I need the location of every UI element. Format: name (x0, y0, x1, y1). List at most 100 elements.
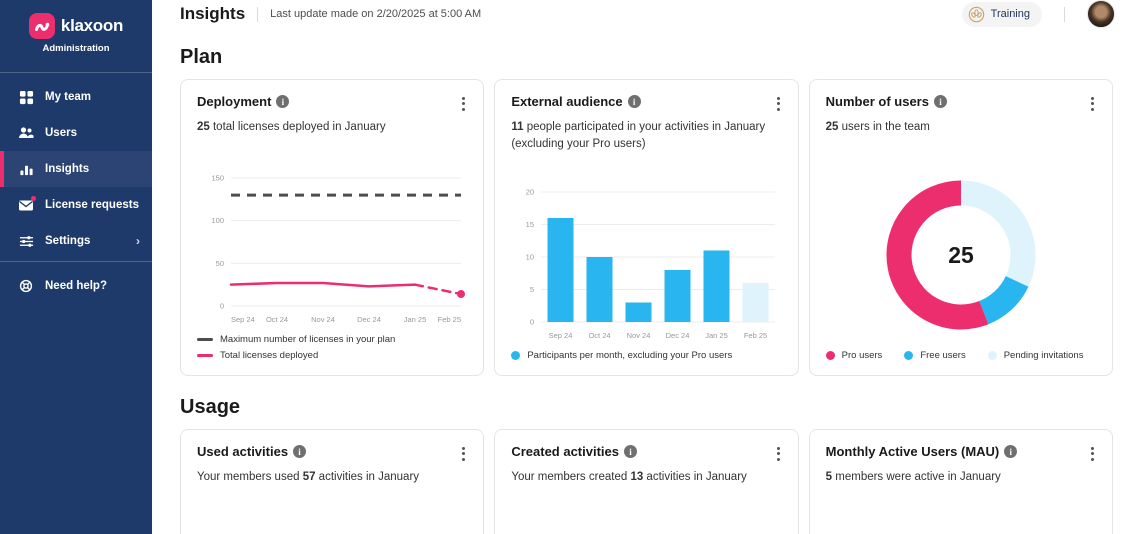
svg-text:5: 5 (530, 285, 534, 294)
sidebar-item-label: Insights (45, 163, 90, 175)
card-title: Used activities i (197, 444, 307, 459)
card-title: Deployment i (197, 94, 290, 109)
kebab-menu-button[interactable] (460, 94, 467, 113)
info-icon[interactable]: i (276, 95, 290, 108)
svg-text:0: 0 (530, 318, 534, 327)
svg-text:Dec 24: Dec 24 (357, 315, 381, 324)
users-legend: Pro users Free users Pending invitations (825, 350, 1096, 361)
training-badge[interactable]: Training (961, 1, 1042, 27)
created-activities-card: Created activities i Your members create… (494, 429, 799, 534)
kebab-menu-button[interactable] (1089, 444, 1096, 463)
info-icon[interactable]: i (933, 95, 947, 108)
card-summary: 5 members were active in January (825, 471, 1001, 483)
card-summary: 11 people participated in your activitie… (511, 121, 766, 151)
grid-icon (18, 89, 34, 105)
section-title-usage: Usage (180, 396, 241, 418)
legend-item: Maximum number of licenses in your plan (197, 334, 467, 345)
sidebar-item-label: Users (45, 127, 77, 139)
card-summary: Your members created 13 activities in Ja… (511, 471, 747, 483)
external-audience-card: External audience i 11 people participat… (494, 79, 799, 376)
svg-text:Jan 25: Jan 25 (706, 331, 729, 340)
svg-text:Oct 24: Oct 24 (589, 331, 611, 340)
svg-text:100: 100 (211, 216, 224, 225)
sidebar-divider (0, 72, 152, 73)
info-icon[interactable]: i (293, 445, 307, 458)
svg-text:Nov 24: Nov 24 (311, 315, 335, 324)
svg-text:Feb 25: Feb 25 (438, 315, 461, 324)
svg-text:Nov 24: Nov 24 (627, 331, 651, 340)
legend-item: Pro users (825, 350, 883, 361)
deployment-legend: Maximum number of licenses in your plan T… (197, 334, 467, 361)
used-activities-card: Used activities i Your members used 57 a… (180, 429, 485, 534)
svg-text:Jan 25: Jan 25 (404, 315, 427, 324)
legend-item: Participants per month, excluding your P… (511, 350, 781, 361)
kebab-menu-button[interactable] (1089, 94, 1096, 113)
top-bar: Insights Last update made on 2/20/2025 a… (152, 0, 1143, 28)
svg-text:Oct 24: Oct 24 (266, 315, 288, 324)
svg-text:20: 20 (526, 188, 534, 197)
svg-text:Dec 24: Dec 24 (666, 331, 690, 340)
svg-text:Sep 24: Sep 24 (549, 331, 573, 340)
kebab-menu-button[interactable] (775, 94, 782, 113)
legend-label: Free users (920, 350, 966, 361)
bar-chart-icon (18, 161, 34, 177)
sidebar-item-need-help[interactable]: Need help? (0, 268, 152, 304)
sidebar-item-users[interactable]: Users (0, 115, 152, 151)
mail-icon (18, 196, 36, 213)
sidebar-item-settings[interactable]: Settings › (0, 223, 152, 259)
sidebar-item-label: My team (45, 91, 92, 103)
legend-label: Total licenses deployed (220, 350, 319, 361)
external-audience-chart: 0 5 10 15 20 Sep 24 Oct 24 Nov 24 Dec 24 Jan 25 Fe… (511, 182, 781, 344)
page-content: Plan Deployment i 25 total licenses depl… (152, 28, 1143, 534)
svg-text:25: 25 (948, 242, 974, 268)
card-title-text: Deployment (197, 94, 272, 109)
brand-block: klaxoon Administration (0, 0, 152, 62)
mau-card: Monthly Active Users (MAU) i 5 members w… (808, 429, 1113, 534)
legend-swatch-icon (987, 351, 997, 360)
user-avatar[interactable] (1087, 0, 1115, 28)
notification-dot (31, 196, 36, 201)
card-summary: 25 total licenses deployed in January (197, 121, 386, 133)
legend-swatch-icon (511, 351, 521, 360)
external-audience-legend: Participants per month, excluding your P… (511, 350, 781, 361)
help-ring-icon (18, 278, 34, 294)
header-divider (1064, 6, 1065, 22)
card-title-text: Created activities (511, 444, 619, 459)
sidebar-item-license-requests[interactable]: License requests (0, 187, 152, 223)
users-donut-chart: 25 (826, 166, 1096, 344)
legend-item: Total licenses deployed (197, 350, 467, 361)
sidebar-item-label: Settings (45, 235, 91, 247)
kebab-menu-button[interactable] (775, 444, 782, 463)
usage-cards-row: Used activities i Your members used 57 a… (180, 429, 1113, 534)
svg-text:10: 10 (526, 253, 534, 262)
klaxoon-logo-icon (28, 13, 55, 39)
card-title: External audience i (511, 94, 641, 109)
kebab-menu-button[interactable] (460, 444, 467, 463)
card-title-text: Used activities (197, 444, 289, 459)
card-title: Created activities i (511, 444, 637, 459)
legend-label: Pro users (841, 350, 883, 361)
brand-name: klaxoon (60, 16, 124, 35)
sidebar-item-label: License requests (45, 199, 139, 211)
svg-text:Feb 25: Feb 25 (744, 331, 767, 340)
svg-text:150: 150 (211, 174, 224, 183)
sidebar-item-insights[interactable]: Insights (0, 151, 152, 187)
laurel-icon (968, 6, 984, 22)
sidebar-nav: My team Users Insights License re (0, 79, 152, 259)
card-title-text: Number of users (825, 94, 929, 109)
info-icon[interactable]: i (1004, 445, 1018, 458)
users-icon (18, 125, 34, 141)
legend-label: Maximum number of licenses in your plan (220, 334, 396, 345)
card-summary: Your members used 57 activities in Janua… (197, 471, 420, 483)
sidebar: klaxoon Administration My team Users (0, 0, 152, 534)
info-icon[interactable]: i (627, 95, 641, 108)
sidebar-item-my-team[interactable]: My team (0, 79, 152, 115)
last-update-text: Last update made on 2/20/2025 at 5:00 AM (270, 8, 482, 20)
sliders-icon (18, 233, 34, 249)
legend-label: Pending invitations (1003, 350, 1084, 361)
svg-text:0: 0 (220, 302, 224, 311)
card-title: Number of users i (826, 94, 947, 109)
header-divider (257, 6, 259, 22)
info-icon[interactable]: i (624, 445, 637, 458)
